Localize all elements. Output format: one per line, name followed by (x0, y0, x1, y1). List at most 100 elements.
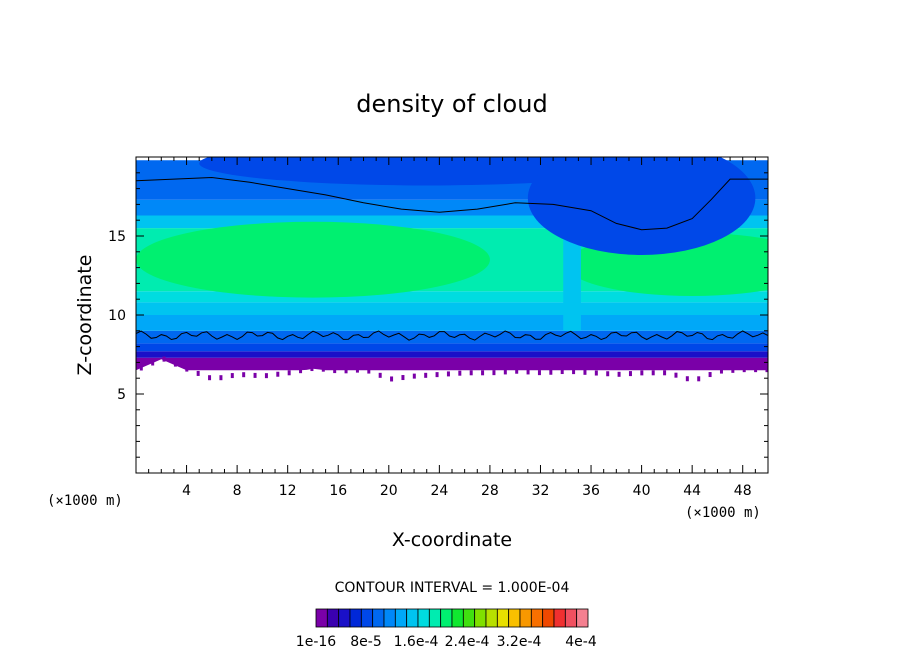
base-speckle (708, 372, 712, 378)
base-speckle (401, 375, 405, 381)
base-speckle (594, 370, 598, 376)
base-speckle (355, 367, 359, 373)
contour-upper (136, 176, 768, 231)
x-axis-label: X-coordinate (392, 529, 512, 551)
colorbar-swatch (428, 608, 442, 628)
contour-interval-label: CONTOUR INTERVAL = 1.000E-04 (335, 580, 570, 596)
x-unit-right: (×1000 m) (685, 505, 761, 521)
x-tick-label: 8 (233, 483, 242, 499)
base-speckle (572, 369, 576, 375)
base-speckle (606, 371, 610, 377)
base-speckle (196, 370, 200, 376)
base-speckle (549, 369, 553, 375)
y-tick-label: 10 (108, 308, 126, 324)
base-speckle (583, 369, 587, 375)
colorbar-swatch (564, 608, 578, 628)
base-speckle (321, 366, 325, 372)
colorbar-labels: 1e-16 8e-5 1.6e-4 2.4e-4 3.2e-4 4e-4 (296, 634, 597, 650)
base-speckle (333, 368, 337, 374)
base-speckle (458, 370, 462, 376)
colorbar-swatch (383, 608, 396, 628)
colorbar-swatch (508, 608, 521, 628)
base-speckle (742, 367, 746, 373)
base-speckle (663, 370, 667, 376)
colorbar-swatch (326, 608, 340, 628)
x-tick-label: 16 (329, 483, 347, 499)
y-axis-label: Z-coordinate (74, 255, 96, 376)
x-axis-ticks: 4 8 12 16 20 24 28 32 36 40 44 48 (148, 157, 756, 499)
x-tick-label: 20 (380, 483, 398, 499)
base-speckle (481, 370, 485, 376)
y-tick-label: 5 (117, 387, 126, 403)
base-speckle (276, 371, 280, 377)
colorbar-swatch (451, 608, 464, 628)
base-speckle (731, 367, 735, 373)
x-tick-label: 12 (279, 483, 297, 499)
base-speckle (208, 375, 212, 381)
colorbar-swatch (338, 608, 351, 628)
base-speckle (492, 370, 496, 376)
base-speckle (560, 369, 564, 375)
base-speckle (151, 360, 155, 366)
colorbar-swatch (496, 608, 510, 628)
x-unit-left: (×1000 m) (47, 493, 123, 509)
colorbar-swatch (576, 608, 589, 628)
base-speckle (344, 368, 348, 374)
colorbar-label: 2.4e-4 (445, 634, 490, 650)
colorbar-swatch (474, 608, 487, 628)
base-speckle (537, 370, 541, 376)
base-speckle (230, 373, 234, 379)
colorbar-swatch (315, 608, 328, 628)
base-speckle (219, 375, 223, 381)
base-speckle (754, 367, 758, 373)
base-speckle (719, 368, 723, 374)
contour-lines (136, 176, 768, 341)
contour-lower (136, 330, 768, 341)
colorbar-label: 3.2e-4 (497, 634, 542, 650)
base-speckle (424, 372, 428, 378)
colorbar-label: 1.6e-4 (394, 634, 439, 650)
base-speckle (287, 370, 291, 376)
colorbar-swatch (372, 608, 385, 628)
base-speckle (162, 356, 166, 362)
color-band (136, 302, 768, 315)
color-band (136, 315, 768, 331)
colorbar-swatch (462, 608, 476, 628)
colorbar-label: 1e-16 (296, 634, 336, 650)
green-core-left (136, 221, 490, 298)
colorbar (315, 608, 589, 628)
x-tick-label: 24 (430, 483, 448, 499)
colorbar-swatch (394, 608, 408, 628)
base-speckle (651, 370, 655, 376)
colorbar-swatch (542, 608, 555, 628)
base-speckle (299, 368, 303, 374)
base-speckle (469, 370, 473, 376)
base-speckle (515, 368, 519, 374)
base-speckle (435, 372, 439, 378)
base-speckle (503, 369, 507, 375)
color-band (136, 357, 768, 371)
x-tick-label: 4 (182, 483, 191, 499)
colorbar-swatch (417, 608, 430, 628)
base-speckle (173, 361, 177, 367)
upper-dark-right (527, 157, 756, 255)
x-tick-label: 36 (582, 483, 600, 499)
colorbar-swatch (406, 608, 419, 628)
x-tick-label: 48 (734, 483, 752, 499)
base-speckle (765, 367, 768, 373)
colorbar-swatch (485, 608, 498, 628)
cloud-density-field (136, 157, 768, 382)
colorbar-swatch (440, 608, 453, 628)
colorbar-swatch (349, 608, 362, 628)
base-speckle (242, 372, 246, 378)
y-tick-label: 15 (108, 229, 126, 245)
base-speckle (390, 376, 394, 382)
color-band (136, 343, 768, 352)
y-axis-ticks: 5 10 15 (108, 172, 768, 458)
colorbar-swatch (530, 608, 544, 628)
chart-title: density of cloud (356, 90, 547, 118)
base-speckle (412, 373, 416, 379)
x-tick-label: 32 (532, 483, 550, 499)
colorbar-swatch (360, 608, 374, 628)
